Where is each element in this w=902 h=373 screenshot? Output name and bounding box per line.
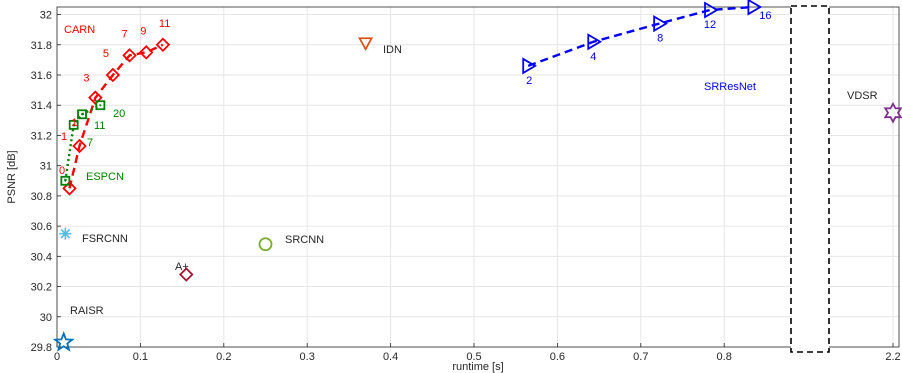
srresnet-label: SRResNet xyxy=(704,81,756,93)
srcnn-label: SRCNN xyxy=(285,234,324,246)
y-axis-title: PSNR [dB] xyxy=(6,150,18,203)
series-lines xyxy=(64,5,754,189)
carn-extra-label: 0 xyxy=(59,165,65,177)
x-tick-label: 0.6 xyxy=(550,351,565,363)
x-tick-label: 0.3 xyxy=(300,351,315,363)
vdsr-point xyxy=(883,101,902,124)
raisr-point xyxy=(52,330,75,352)
carn-point xyxy=(155,37,171,53)
espcn-point-dot xyxy=(72,123,75,126)
carn-point xyxy=(122,48,137,63)
x-tick-label: 0 xyxy=(54,351,60,363)
carn-point-label: 7 xyxy=(122,28,128,40)
espcn-point xyxy=(68,119,79,130)
srresnet-line xyxy=(527,5,754,68)
srresnet-point-label: 4 xyxy=(590,51,596,63)
x-tick-label: 0.1 xyxy=(133,351,148,363)
espcn-point-shape xyxy=(77,109,87,120)
a-point xyxy=(178,267,194,282)
y-tick-label: 30 xyxy=(40,312,52,324)
carn-label: CARN xyxy=(64,24,95,36)
srresnet-point-label: 12 xyxy=(704,19,716,31)
ticks: 0 0.1 0.2 0.3 0.4 0.5 0.6 0.7 0.8 2.229.83030.230… xyxy=(31,10,901,363)
carn-extra-label: 1 xyxy=(61,131,67,143)
espcn-line xyxy=(64,104,101,181)
carn-point xyxy=(138,45,154,60)
espcn-point-shape xyxy=(95,100,106,111)
x-tick-label: 0.8 xyxy=(717,351,732,363)
y-tick-label: 31.4 xyxy=(31,100,52,112)
x-axis-title: runtime [s] xyxy=(452,361,503,373)
raisr-label: RAISR xyxy=(70,305,104,317)
espcn-point-label: 7 xyxy=(87,137,93,149)
carn-point-label: 5 xyxy=(103,48,109,60)
y-tick-label: 31 xyxy=(40,161,52,173)
vdsr-label: VDSR xyxy=(847,90,878,102)
carn-point-label: 1 xyxy=(72,117,78,129)
y-tick-label: 30.2 xyxy=(31,282,52,294)
srresnet-point xyxy=(747,0,763,16)
idn-point xyxy=(358,37,374,52)
srresnet-point xyxy=(587,33,603,51)
idn-label: IDN xyxy=(383,44,402,56)
espcn-point xyxy=(60,175,71,186)
espcn-point-dot xyxy=(99,104,102,107)
srresnet-point-label: 16 xyxy=(759,10,771,22)
srresnet-point-label: 8 xyxy=(657,33,663,45)
x-tick-label: 0.4 xyxy=(383,351,398,363)
espcn-point-label: 20 xyxy=(113,108,125,120)
x-tick-label: 2.2 xyxy=(885,351,900,363)
espcn-point xyxy=(95,100,106,111)
y-tick-label: 31.2 xyxy=(31,130,52,142)
y-tick-label: 31.8 xyxy=(31,40,52,52)
carn-point-label: 11 xyxy=(159,18,170,30)
y-tick-label: 30.6 xyxy=(31,221,52,233)
carn-point xyxy=(72,138,87,154)
fsrcnn-point xyxy=(59,227,72,240)
grid xyxy=(56,7,899,348)
axes-box xyxy=(56,6,900,348)
axis-break-box xyxy=(790,5,830,353)
espcn-point-shape xyxy=(68,119,79,130)
a-label: A+ xyxy=(175,261,189,273)
y-tick-label: 29.8 xyxy=(31,342,52,354)
srcnn-point xyxy=(258,237,273,252)
x-tick-label: 0.7 xyxy=(633,351,648,363)
carn-point-label: 3 xyxy=(83,73,89,85)
srresnet-point xyxy=(522,57,537,75)
x-tick-label: 0.2 xyxy=(216,351,231,363)
espcn-point-label: 11 xyxy=(94,120,105,132)
y-tick-label: 30.4 xyxy=(31,251,52,263)
srresnet-point xyxy=(653,15,668,33)
espcn-point xyxy=(77,109,87,120)
espcn-point-dot xyxy=(64,179,67,182)
carn-line xyxy=(68,43,164,189)
carn-point xyxy=(105,67,121,83)
series-markers xyxy=(52,0,902,352)
srresnet-point-label: 2 xyxy=(526,75,532,87)
espcn-label: ESPCN xyxy=(86,171,124,183)
fsrcnn-label: FSRCNN xyxy=(82,233,128,245)
espcn-point-dot xyxy=(81,113,84,116)
y-tick-label: 31.6 xyxy=(31,70,52,82)
y-tick-label: 30.8 xyxy=(31,191,52,203)
y-tick-label: 32 xyxy=(40,10,52,22)
x-tick-label: 0.5 xyxy=(466,351,481,363)
carn-point xyxy=(62,181,77,196)
carn-point xyxy=(88,90,103,105)
fsrcnn-point-ray xyxy=(60,228,71,239)
srresnet-point xyxy=(704,1,719,19)
carn-point-label: 9 xyxy=(140,25,146,37)
espcn-point-shape xyxy=(60,175,71,186)
